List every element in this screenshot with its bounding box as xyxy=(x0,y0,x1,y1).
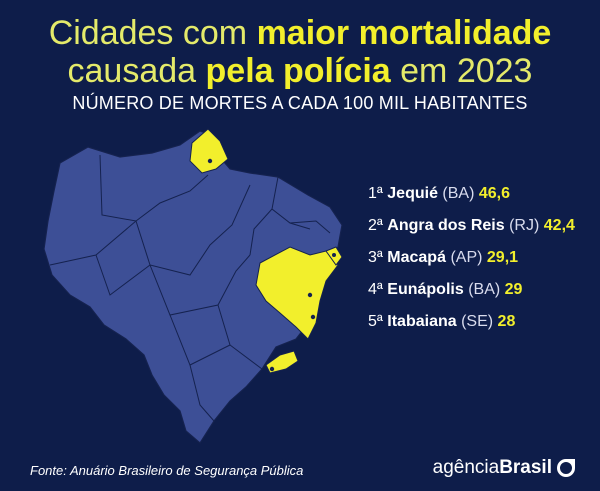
state-rio-de-janeiro xyxy=(265,350,299,374)
state-amapa xyxy=(189,128,229,174)
source-note: Fonte: Anuário Brasileiro de Segurança P… xyxy=(30,463,304,478)
ranking-item: 1ª Jequié (BA) 46,6 xyxy=(368,185,511,202)
title: Cidades com maior mortalidade causada pe… xyxy=(0,14,600,90)
ranking-item: 3ª Macapá (AP) 29,1 xyxy=(368,249,519,266)
marker-eunapolis xyxy=(310,314,316,320)
brand-logo: agência Brasil xyxy=(433,457,576,479)
state-bahia xyxy=(255,246,339,340)
state-borders xyxy=(49,154,331,422)
ranking-item: 2ª Angra dos Reis (RJ) 42,4 xyxy=(368,217,575,234)
ranking-item: 5ª Itabaiana (SE) 28 xyxy=(368,313,516,330)
brand-circle-icon xyxy=(557,459,575,477)
marker-jequie xyxy=(307,292,313,298)
ranking-list: 1ª Jequié (BA) 46,6 2ª Angra dos Reis (R… xyxy=(368,178,600,338)
brazil-map xyxy=(43,128,343,444)
marker-angra-dos-reis xyxy=(269,366,275,372)
ranking-item: 4ª Eunápolis (BA) 29 xyxy=(368,281,523,298)
title-line-1: Cidades com maior mortalidade xyxy=(48,14,552,52)
marker-itabaiana xyxy=(332,253,336,257)
marker-macapa xyxy=(207,158,213,164)
title-line-2: causada pela polícia em 2023 xyxy=(67,52,533,90)
city-markers xyxy=(207,158,336,372)
subtitle: NÚMERO DE MORTES A CADA 100 MIL HABITANT… xyxy=(72,93,528,113)
